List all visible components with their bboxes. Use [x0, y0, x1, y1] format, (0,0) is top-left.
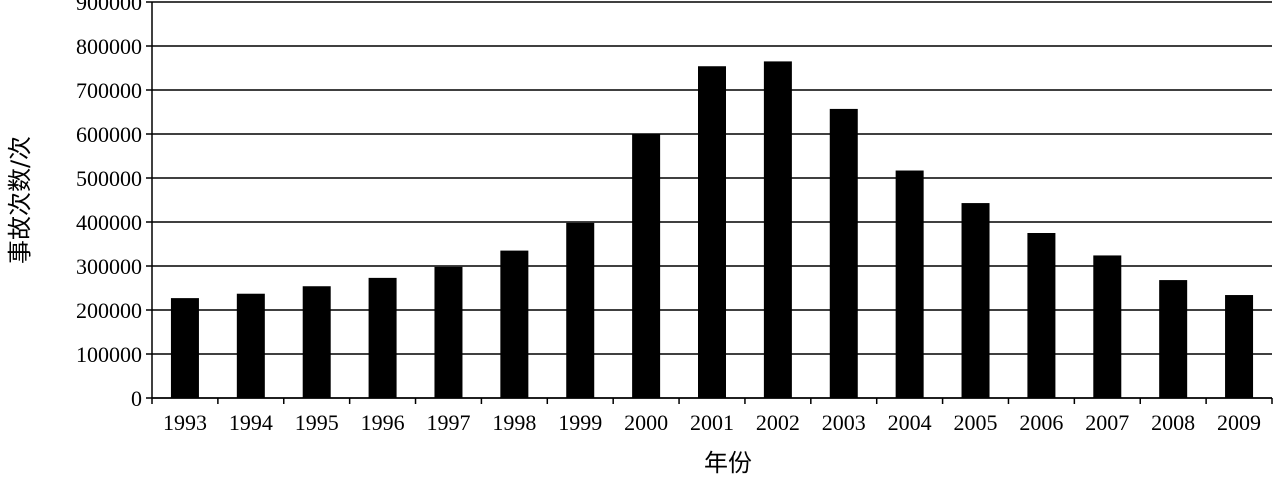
bar-2001 [698, 66, 726, 399]
bar-1995 [302, 286, 331, 398]
y-tick-label: 400000 [76, 210, 142, 235]
x-tick-label: 1993 [163, 410, 207, 435]
x-tick-label: 2009 [1217, 410, 1261, 435]
bars [170, 61, 1254, 399]
bar-1994 [236, 293, 265, 398]
y-tick-label: 900000 [76, 0, 142, 15]
bar-1993 [170, 298, 199, 398]
x-tick-label: 2005 [954, 410, 998, 435]
y-tick-label: 500000 [76, 166, 142, 191]
x-tick-labels: 1993 1994 1995 1996 1997 1998 1999 2000 2001 2002… [151, 398, 1273, 435]
bar-1997 [434, 266, 463, 398]
y-tick-label: 700000 [76, 78, 142, 103]
bar-1996 [368, 277, 397, 398]
x-tick-label: 1994 [229, 410, 273, 435]
x-tick-label: 2004 [888, 410, 932, 435]
x-tick-label: 2001 [690, 410, 734, 435]
axes [151, 2, 1272, 399]
x-axis-title: 年份 [704, 449, 752, 477]
bar-2009 [1225, 295, 1254, 398]
x-tick-label: 1999 [558, 410, 602, 435]
x-tick-label: 2007 [1085, 410, 1129, 435]
y-tick-label: 0 [131, 386, 142, 411]
bar-2008 [1159, 280, 1188, 398]
y-tick-label: 300000 [76, 254, 142, 279]
bar-1998 [500, 250, 529, 398]
x-tick-label: 1998 [492, 410, 536, 435]
bar-2004 [895, 170, 924, 398]
x-tick-label: 2003 [822, 410, 866, 435]
y-tick-label: 200000 [76, 298, 142, 323]
x-tick-label: 2000 [624, 410, 668, 435]
bar-2006 [1027, 233, 1056, 398]
x-tick-label: 2008 [1151, 410, 1195, 435]
bar-2000 [632, 134, 661, 398]
x-tick-label: 2006 [1019, 410, 1063, 435]
y-tick-labels: 0 100000 200000 300000 400000 500000 600000 700… [76, 0, 152, 411]
y-axis-title: 事故次数/次 [6, 136, 34, 264]
x-tick-label: 2002 [756, 410, 800, 435]
bar-2002 [763, 61, 792, 399]
bar-1999 [566, 222, 595, 398]
y-tick-label: 800000 [76, 34, 142, 59]
y-tick-label: 100000 [76, 342, 142, 367]
bar-2005 [961, 203, 990, 398]
x-tick-label: 1997 [426, 410, 470, 435]
y-tick-label: 600000 [76, 122, 142, 147]
bar-2007 [1093, 255, 1122, 398]
bar-2003 [829, 108, 858, 399]
x-tick-label: 1996 [361, 410, 405, 435]
x-tick-label: 1995 [295, 410, 339, 435]
